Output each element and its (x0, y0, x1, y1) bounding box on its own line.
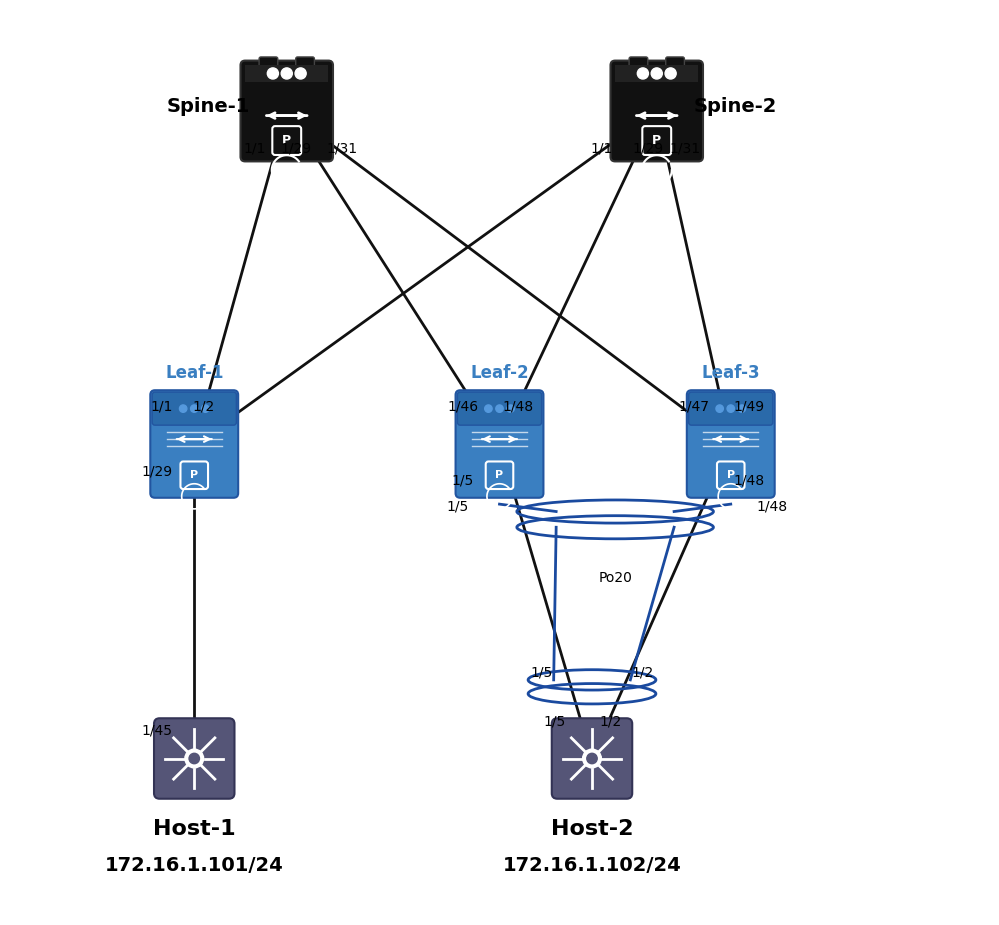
Circle shape (637, 68, 648, 79)
FancyBboxPatch shape (458, 392, 541, 426)
Text: 1/1: 1/1 (151, 400, 173, 414)
Text: 1/2: 1/2 (599, 714, 621, 729)
Circle shape (665, 68, 676, 79)
Circle shape (582, 749, 601, 768)
Circle shape (191, 405, 198, 413)
Bar (245, 65, 329, 81)
Text: Spine-2: Spine-2 (693, 97, 777, 116)
Text: 172.16.1.101/24: 172.16.1.101/24 (105, 856, 284, 875)
FancyBboxPatch shape (688, 392, 773, 426)
Text: Po20: Po20 (598, 571, 632, 586)
Text: 1/2: 1/2 (631, 665, 654, 680)
FancyBboxPatch shape (642, 126, 671, 155)
Circle shape (485, 405, 493, 413)
Text: 1/48: 1/48 (757, 500, 788, 514)
Text: P: P (282, 134, 292, 147)
FancyBboxPatch shape (610, 61, 703, 161)
Circle shape (185, 749, 204, 768)
Text: P: P (190, 470, 199, 480)
Text: 1/5: 1/5 (447, 500, 469, 514)
Text: Leaf-1: Leaf-1 (165, 364, 224, 382)
FancyBboxPatch shape (486, 462, 513, 489)
Text: 1/29: 1/29 (281, 141, 312, 155)
Circle shape (496, 405, 503, 413)
Text: 1/29: 1/29 (632, 141, 663, 155)
Text: 1/2: 1/2 (193, 400, 215, 414)
FancyBboxPatch shape (456, 390, 543, 498)
FancyBboxPatch shape (150, 390, 238, 498)
Text: 1/45: 1/45 (142, 723, 173, 738)
Circle shape (727, 405, 734, 413)
Text: Leaf-3: Leaf-3 (701, 364, 760, 382)
Text: P: P (496, 470, 503, 480)
FancyBboxPatch shape (551, 718, 632, 799)
Text: 1/1: 1/1 (243, 141, 266, 155)
Text: 1/47: 1/47 (678, 400, 709, 414)
Bar (615, 65, 698, 81)
FancyBboxPatch shape (665, 57, 684, 69)
Text: 1/31: 1/31 (327, 141, 358, 155)
Text: Leaf-2: Leaf-2 (471, 364, 528, 382)
Circle shape (295, 68, 306, 79)
FancyBboxPatch shape (717, 462, 744, 489)
FancyBboxPatch shape (296, 57, 315, 69)
Text: P: P (726, 470, 735, 480)
Circle shape (268, 68, 279, 79)
Circle shape (651, 68, 662, 79)
FancyBboxPatch shape (273, 126, 301, 155)
FancyBboxPatch shape (154, 718, 235, 799)
Text: 1/1: 1/1 (590, 141, 612, 155)
Text: Host-2: Host-2 (550, 819, 633, 839)
Text: Spine-1: Spine-1 (167, 97, 250, 116)
Text: 1/48: 1/48 (733, 474, 765, 488)
FancyBboxPatch shape (241, 61, 333, 161)
FancyBboxPatch shape (259, 57, 278, 69)
Circle shape (281, 68, 293, 79)
Text: 1/46: 1/46 (447, 400, 479, 414)
Circle shape (180, 405, 187, 413)
Text: P: P (652, 134, 661, 147)
Circle shape (189, 753, 200, 764)
Text: 172.16.1.102/24: 172.16.1.102/24 (502, 856, 681, 875)
Text: 1/48: 1/48 (502, 400, 533, 414)
Text: 1/5: 1/5 (452, 474, 474, 488)
FancyBboxPatch shape (687, 390, 774, 498)
Text: 1/49: 1/49 (733, 400, 765, 414)
Circle shape (506, 405, 514, 413)
Text: 1/5: 1/5 (530, 665, 552, 680)
FancyBboxPatch shape (629, 57, 647, 69)
FancyBboxPatch shape (152, 392, 237, 426)
Circle shape (586, 753, 597, 764)
Circle shape (716, 405, 723, 413)
Circle shape (202, 405, 209, 413)
Text: Host-1: Host-1 (153, 819, 236, 839)
FancyBboxPatch shape (181, 462, 208, 489)
Text: 1/31: 1/31 (669, 141, 700, 155)
Circle shape (738, 405, 745, 413)
Text: 1/29: 1/29 (142, 464, 173, 479)
Text: 1/5: 1/5 (543, 714, 566, 729)
